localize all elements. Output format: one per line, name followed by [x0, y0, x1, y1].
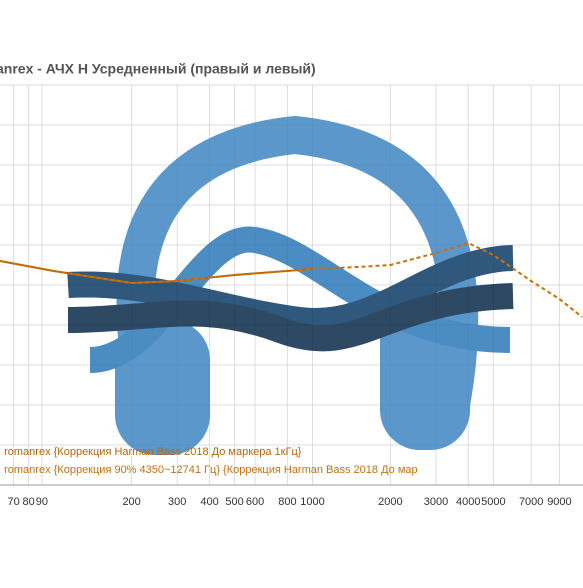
- x-tick-label: 200: [122, 496, 140, 508]
- headphone-logo: [67, 115, 514, 455]
- x-tick-label: 5000: [481, 496, 505, 508]
- x-tick-label: 600: [246, 496, 264, 508]
- x-tick-label: 800: [278, 496, 296, 508]
- x-tick-label: 1000: [300, 496, 324, 508]
- x-tick-label: 7000: [519, 496, 543, 508]
- x-tick-label: 70: [8, 496, 20, 508]
- logo-wave-3: [67, 283, 514, 352]
- x-tick-label: 9000: [547, 496, 571, 508]
- series-line: [0, 241, 583, 318]
- logo-wave-2: [67, 245, 514, 334]
- chart-title: anrex - АЧХ Н Усредненный (правый и левы…: [0, 61, 316, 77]
- plot: : romanrex {Коррекция Harman Bass 2018 Д…: [0, 241, 583, 476]
- x-tick-label: 3000: [424, 496, 448, 508]
- x-tick-label: 90: [36, 496, 48, 508]
- x-tick-label: 4000: [456, 496, 480, 508]
- x-tick-label: 80: [23, 496, 35, 508]
- x-tick-label: 2000: [378, 496, 402, 508]
- x-tick-label: 500: [225, 496, 243, 508]
- legend-entry: : romanrex {Коррекция 90% 4350~12741 Гц}…: [0, 464, 418, 476]
- x-tick-label: 300: [168, 496, 186, 508]
- legend-entry: : romanrex {Коррекция Harman Bass 2018 Д…: [0, 446, 302, 458]
- x-tick-label: 400: [200, 496, 218, 508]
